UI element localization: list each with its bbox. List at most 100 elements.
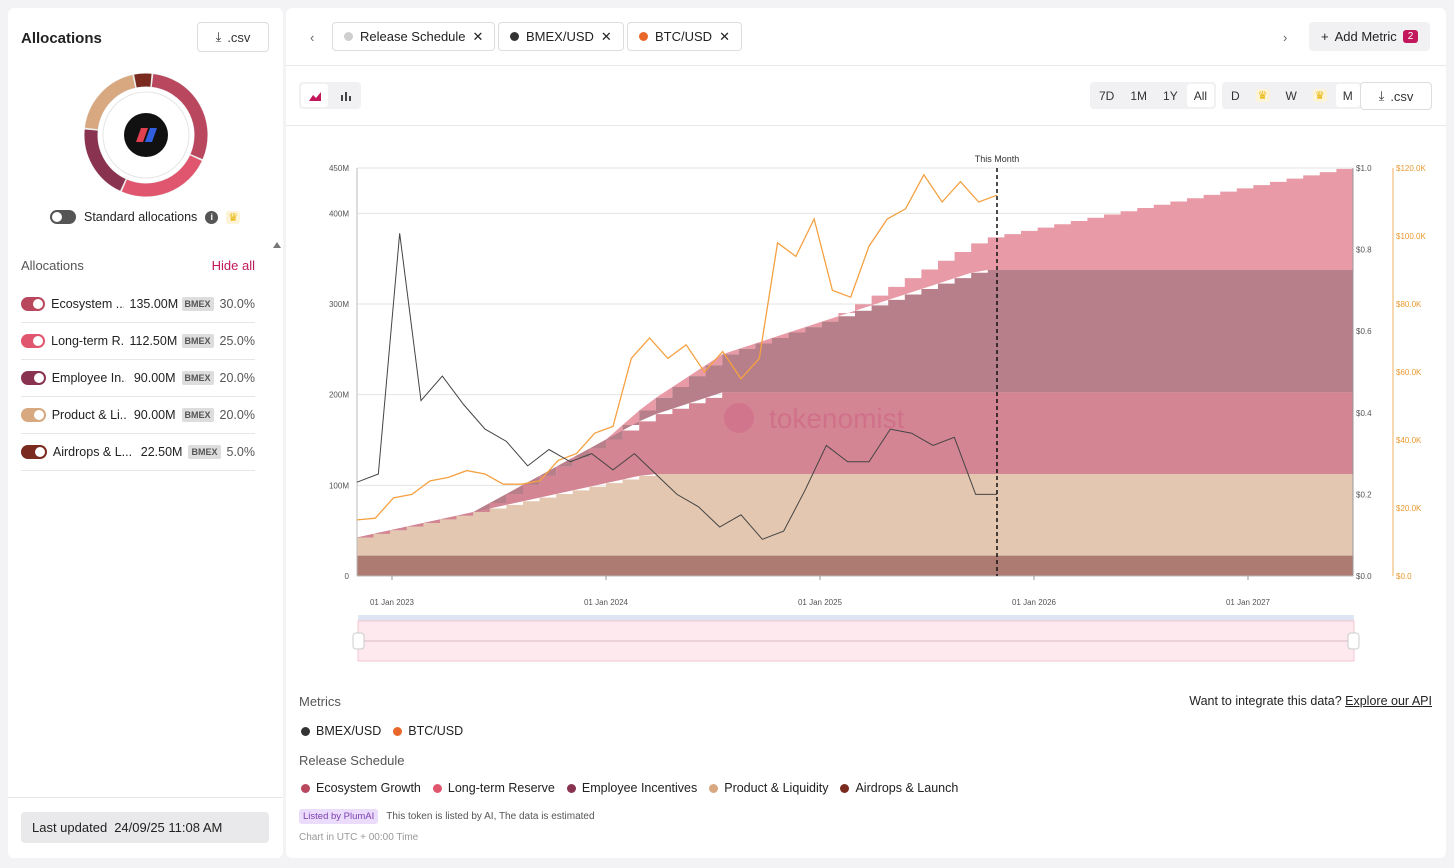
bar-chart-icon[interactable]	[332, 84, 359, 107]
allocation-amount: 112.50M	[129, 334, 178, 348]
allocation-row: Employee In... 90.00M BMEX 20.0%	[21, 360, 255, 397]
allocation-percent: 25.0%	[219, 334, 255, 348]
allocations-header-label: Allocations	[21, 258, 84, 273]
legend-dot	[301, 726, 310, 736]
close-icon[interactable]: ✕	[719, 28, 730, 44]
allocation-toggle[interactable]	[21, 371, 46, 385]
range-option[interactable]: 1M	[1130, 88, 1148, 103]
legend-item[interactable]: BTC/USD	[393, 724, 463, 738]
donut-segment	[84, 129, 126, 191]
range-option[interactable]: 7D	[1099, 88, 1115, 103]
legend-item[interactable]: Product & Liquidity	[709, 781, 828, 795]
legend-dot	[301, 783, 310, 793]
watermark-text: tokenomist	[769, 403, 905, 434]
allocation-toggle[interactable]	[21, 445, 47, 459]
listed-text: This token is listed by AI, The data is …	[386, 811, 595, 822]
legend-label: BMEX/USD	[316, 724, 382, 738]
y-mid-tick: $0.2	[1356, 490, 1372, 499]
add-metric-button[interactable]: + Add Metric 2	[1309, 22, 1431, 51]
x-tick: 01 Jan 2027	[1226, 598, 1271, 607]
release-schedule-chart[interactable]: 0 100M 200M 300M 400M 450M tokenomist $0.0 $0.2 $…	[299, 138, 1439, 683]
bmex-usd-line	[356, 233, 997, 540]
tab-label: Release Schedule	[360, 29, 466, 44]
allocation-percent: 5.0%	[226, 445, 256, 459]
listed-notice: Listed by PlumAI This token is listed by…	[299, 809, 595, 824]
legend-item[interactable]: Ecosystem Growth	[301, 781, 421, 795]
legend-label: BTC/USD	[408, 724, 464, 738]
y-right-tick: $40.0K	[1396, 436, 1422, 445]
standard-allocations-row: Standard allocations i ♛	[50, 210, 241, 224]
area-chart-icon[interactable]	[301, 84, 328, 107]
chart-csv-button[interactable]: ⤓ .csv	[1360, 82, 1432, 110]
hide-all-button[interactable]: Hide all	[211, 258, 255, 273]
chart-area[interactable]: 0 100M 200M 300M 400M 450M tokenomist $0.0 $0.2 $…	[299, 138, 1439, 683]
tab-btc-usd[interactable]: BTC/USD ✕	[627, 22, 742, 51]
allocation-row: Long-term R... 112.50M BMEX 25.0%	[21, 323, 255, 360]
legend-dot	[566, 783, 576, 793]
legend-dot	[393, 726, 403, 736]
csv-label: .csv	[227, 29, 251, 45]
donut-segment	[134, 73, 152, 88]
collapse-arrow-icon[interactable]	[273, 242, 281, 248]
btc-usd-line	[356, 173, 998, 521]
watermark-logo-icon	[724, 403, 754, 433]
close-icon[interactable]: ✕	[600, 28, 612, 44]
token-tag: BMEX	[181, 297, 214, 311]
allocation-amount: 135.00M	[129, 297, 179, 311]
area-series	[357, 392, 1353, 538]
range-option[interactable]: W	[1285, 88, 1297, 103]
allocation-toggle[interactable]	[21, 297, 46, 311]
legend-item[interactable]: Airdrops & Launch	[840, 781, 958, 795]
csv-label: .csv	[1390, 88, 1414, 104]
allocation-toggle[interactable]	[21, 408, 46, 422]
tab-bmex-usd[interactable]: BMEX/USD ✕	[498, 22, 624, 51]
range-option[interactable]: M	[1335, 84, 1360, 107]
donut-segment	[121, 155, 202, 197]
range-option[interactable]: D	[1231, 88, 1240, 103]
range-option[interactable]: 1Y	[1163, 88, 1178, 103]
release-schedule-label: Release Schedule	[299, 753, 405, 768]
allocation-row: Airdrops & L... 22.50M BMEX 5.0%	[21, 434, 255, 471]
y-right-tick: $120.0K	[1396, 164, 1426, 173]
info-icon[interactable]: i	[205, 210, 219, 224]
brush-track	[358, 615, 1354, 621]
close-icon[interactable]: ✕	[472, 28, 484, 44]
y-right-tick: $80.0K	[1396, 300, 1422, 309]
y-mid-tick: $0.0	[1356, 572, 1372, 581]
download-icon: ⤓	[215, 29, 222, 44]
legend-dot	[709, 783, 719, 793]
tab-release-schedule[interactable]: Release Schedule ✕	[332, 22, 496, 51]
this-month-label: This Month	[975, 154, 1020, 164]
tab-dot	[510, 32, 519, 41]
legend-item[interactable]: Long-term Reserve	[432, 781, 555, 795]
allocation-toggle[interactable]	[21, 334, 46, 348]
listed-badge: Listed by PlumAI	[299, 809, 379, 824]
allocation-name: Airdrops & L...	[52, 445, 131, 459]
legend-label: Long-term Reserve	[447, 781, 555, 795]
chevron-right-icon[interactable]: ›	[1283, 30, 1288, 45]
tab-dot	[344, 32, 353, 41]
metric-tabbar: ‹ Release Schedule ✕ BMEX/USD ✕ BTC/USD …	[286, 8, 1446, 66]
standard-allocations-toggle[interactable]	[50, 210, 76, 224]
legend-label: Product & Liquidity	[724, 781, 829, 795]
legend-item[interactable]: Employee Incentives	[566, 781, 697, 795]
main-panel: ‹ Release Schedule ✕ BMEX/USD ✕ BTC/USD …	[286, 8, 1446, 858]
last-updated-label: Last updated	[32, 820, 108, 835]
range-option[interactable]: All	[1186, 84, 1215, 107]
area-series	[357, 555, 1353, 576]
release-legend: Ecosystem Growth Long-term Reserve Employe…	[301, 781, 958, 795]
allocation-percent: 30.0%	[219, 297, 255, 311]
x-tick: 01 Jan 2024	[584, 598, 629, 607]
explore-api-link[interactable]: Explore our API	[1345, 694, 1432, 708]
sidebar-divider	[8, 797, 283, 798]
api-text: Want to integrate this data?	[1189, 694, 1342, 708]
donut-segment	[151, 73, 208, 160]
sidebar-csv-button[interactable]: ⤓ .csv	[197, 22, 269, 52]
y-right-tick: $20.0K	[1396, 504, 1422, 513]
sidebar-title: Allocations	[21, 30, 102, 47]
legend-item[interactable]: BMEX/USD	[301, 724, 381, 738]
legend-label: Ecosystem Growth	[316, 781, 421, 795]
brush-handle-right	[1347, 632, 1360, 650]
chevron-left-icon[interactable]: ‹	[310, 30, 315, 45]
granularity-selector: D ♛ W ♛ M	[1222, 82, 1362, 109]
